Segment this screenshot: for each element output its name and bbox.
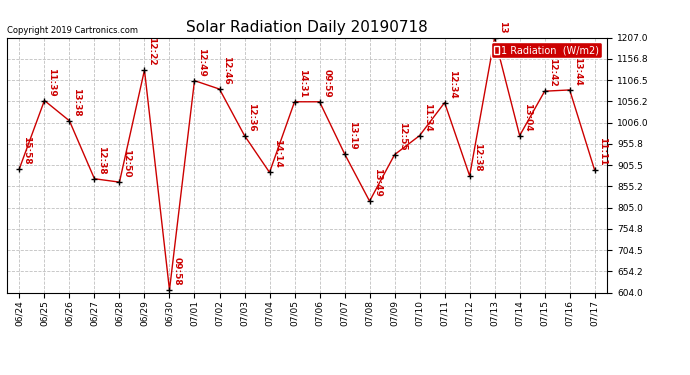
Text: 12:22: 12:22	[148, 37, 157, 66]
Text: 13:44: 13:44	[573, 57, 582, 86]
Text: 12:55: 12:55	[397, 122, 406, 150]
Text: 13:49: 13:49	[373, 168, 382, 197]
Text: Copyright 2019 Cartronics.com: Copyright 2019 Cartronics.com	[7, 26, 138, 35]
Title: Solar Radiation Daily 20190718: Solar Radiation Daily 20190718	[186, 20, 428, 35]
Text: 13:19: 13:19	[348, 121, 357, 150]
Legend: 1 Radiation  (W/m2): 1 Radiation (W/m2)	[491, 42, 602, 58]
Text: 11:34: 11:34	[422, 103, 432, 131]
Text: 12:36: 12:36	[248, 103, 257, 131]
Text: 11:39: 11:39	[48, 68, 57, 96]
Text: 09:58: 09:58	[172, 257, 181, 286]
Text: 12:50: 12:50	[122, 149, 132, 178]
Text: 09:59: 09:59	[322, 69, 332, 98]
Text: 12:42: 12:42	[548, 58, 557, 87]
Text: 13:04: 13:04	[522, 103, 532, 131]
Text: 12:38: 12:38	[473, 143, 482, 171]
Text: 12:34: 12:34	[448, 70, 457, 98]
Text: 13:38: 13:38	[72, 88, 81, 117]
Text: 12:49: 12:49	[197, 48, 206, 76]
Text: 11:11: 11:11	[598, 137, 607, 166]
Text: 12:46: 12:46	[222, 56, 232, 85]
Text: 14:31: 14:31	[297, 69, 306, 98]
Text: 14:14: 14:14	[273, 139, 282, 168]
Text: 12:38: 12:38	[97, 146, 106, 174]
Text: 15:58: 15:58	[22, 136, 32, 164]
Text: 13: 13	[497, 21, 506, 33]
